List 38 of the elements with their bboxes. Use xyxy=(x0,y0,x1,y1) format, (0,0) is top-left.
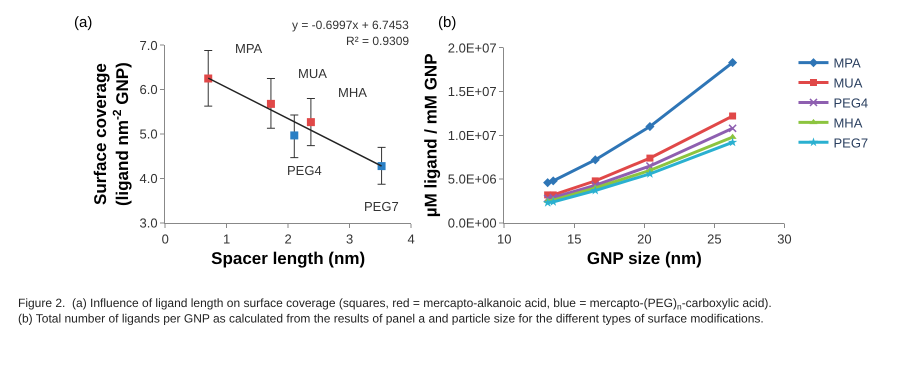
y-tick-label: 4.0 xyxy=(140,171,158,186)
y-tick-label: 1.0E+07 xyxy=(448,128,497,143)
x-tick-label: 20 xyxy=(637,232,652,247)
annotation: MPA xyxy=(235,41,263,56)
legend-label: PEG7 xyxy=(833,135,868,150)
y-axis-title: µM ligand / mM GNP xyxy=(421,53,440,218)
annotation: PEG7 xyxy=(364,199,399,214)
annotation: PEG4 xyxy=(287,163,322,178)
caption: Figure 2. (a) Influence of ligand length on surface coverage (squares, red = mercapto-alkanoic acid, blue = mercapto-(PEG)$_{n}$-carboxylic acid). (b) Total number of ligands per GNP as calculated from the results of panel a and particle size for the different types of surface modifications. xyxy=(18,296,772,326)
y-tick-label: 2.0E+07 xyxy=(448,40,497,56)
y-tick-label: 5.0E+06 xyxy=(448,172,497,187)
y-tick-label: 6.0 xyxy=(140,82,158,98)
annotation: R² = 0.9309 xyxy=(346,34,410,48)
x-tick-label: 15 xyxy=(567,232,582,247)
x-tick-label: 25 xyxy=(707,232,722,247)
x-tick-label: 10 xyxy=(496,232,512,247)
x-tick-label: 30 xyxy=(777,232,792,247)
x-axis-title: GNP size (nm) xyxy=(586,248,702,268)
legend-label: MUA xyxy=(833,76,863,91)
x-tick-label: 2 xyxy=(284,232,292,247)
legend-label: MPA xyxy=(833,56,862,71)
annotation: MUA xyxy=(298,66,328,81)
x-tick-label: 3 xyxy=(346,232,354,247)
x-tick-label: 0 xyxy=(162,232,169,247)
y-tick-label: 0.0E+00 xyxy=(448,215,497,230)
x-axis-title: Spacer length (nm) xyxy=(211,248,366,268)
y-tick-label: 5.0 xyxy=(140,126,158,142)
y-tick-label: 3.0 xyxy=(140,215,158,230)
text: (a) xyxy=(74,14,92,31)
text: y = -0.6997x + 6.7453 xyxy=(292,18,410,32)
x-tick-label: 4 xyxy=(407,232,415,247)
text: (b) xyxy=(438,14,456,31)
legend-label: MHA xyxy=(833,115,863,130)
y-tick-label: 1.5E+07 xyxy=(448,84,497,100)
y-tick-label: 7.0 xyxy=(140,38,158,53)
annotation: MHA xyxy=(338,85,368,100)
legend-label: PEG4 xyxy=(833,96,868,111)
x-tick-label: 1 xyxy=(223,232,230,247)
